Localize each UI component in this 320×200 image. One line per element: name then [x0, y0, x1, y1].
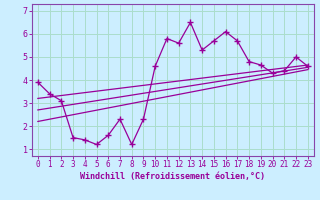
X-axis label: Windchill (Refroidissement éolien,°C): Windchill (Refroidissement éolien,°C)	[80, 172, 265, 181]
